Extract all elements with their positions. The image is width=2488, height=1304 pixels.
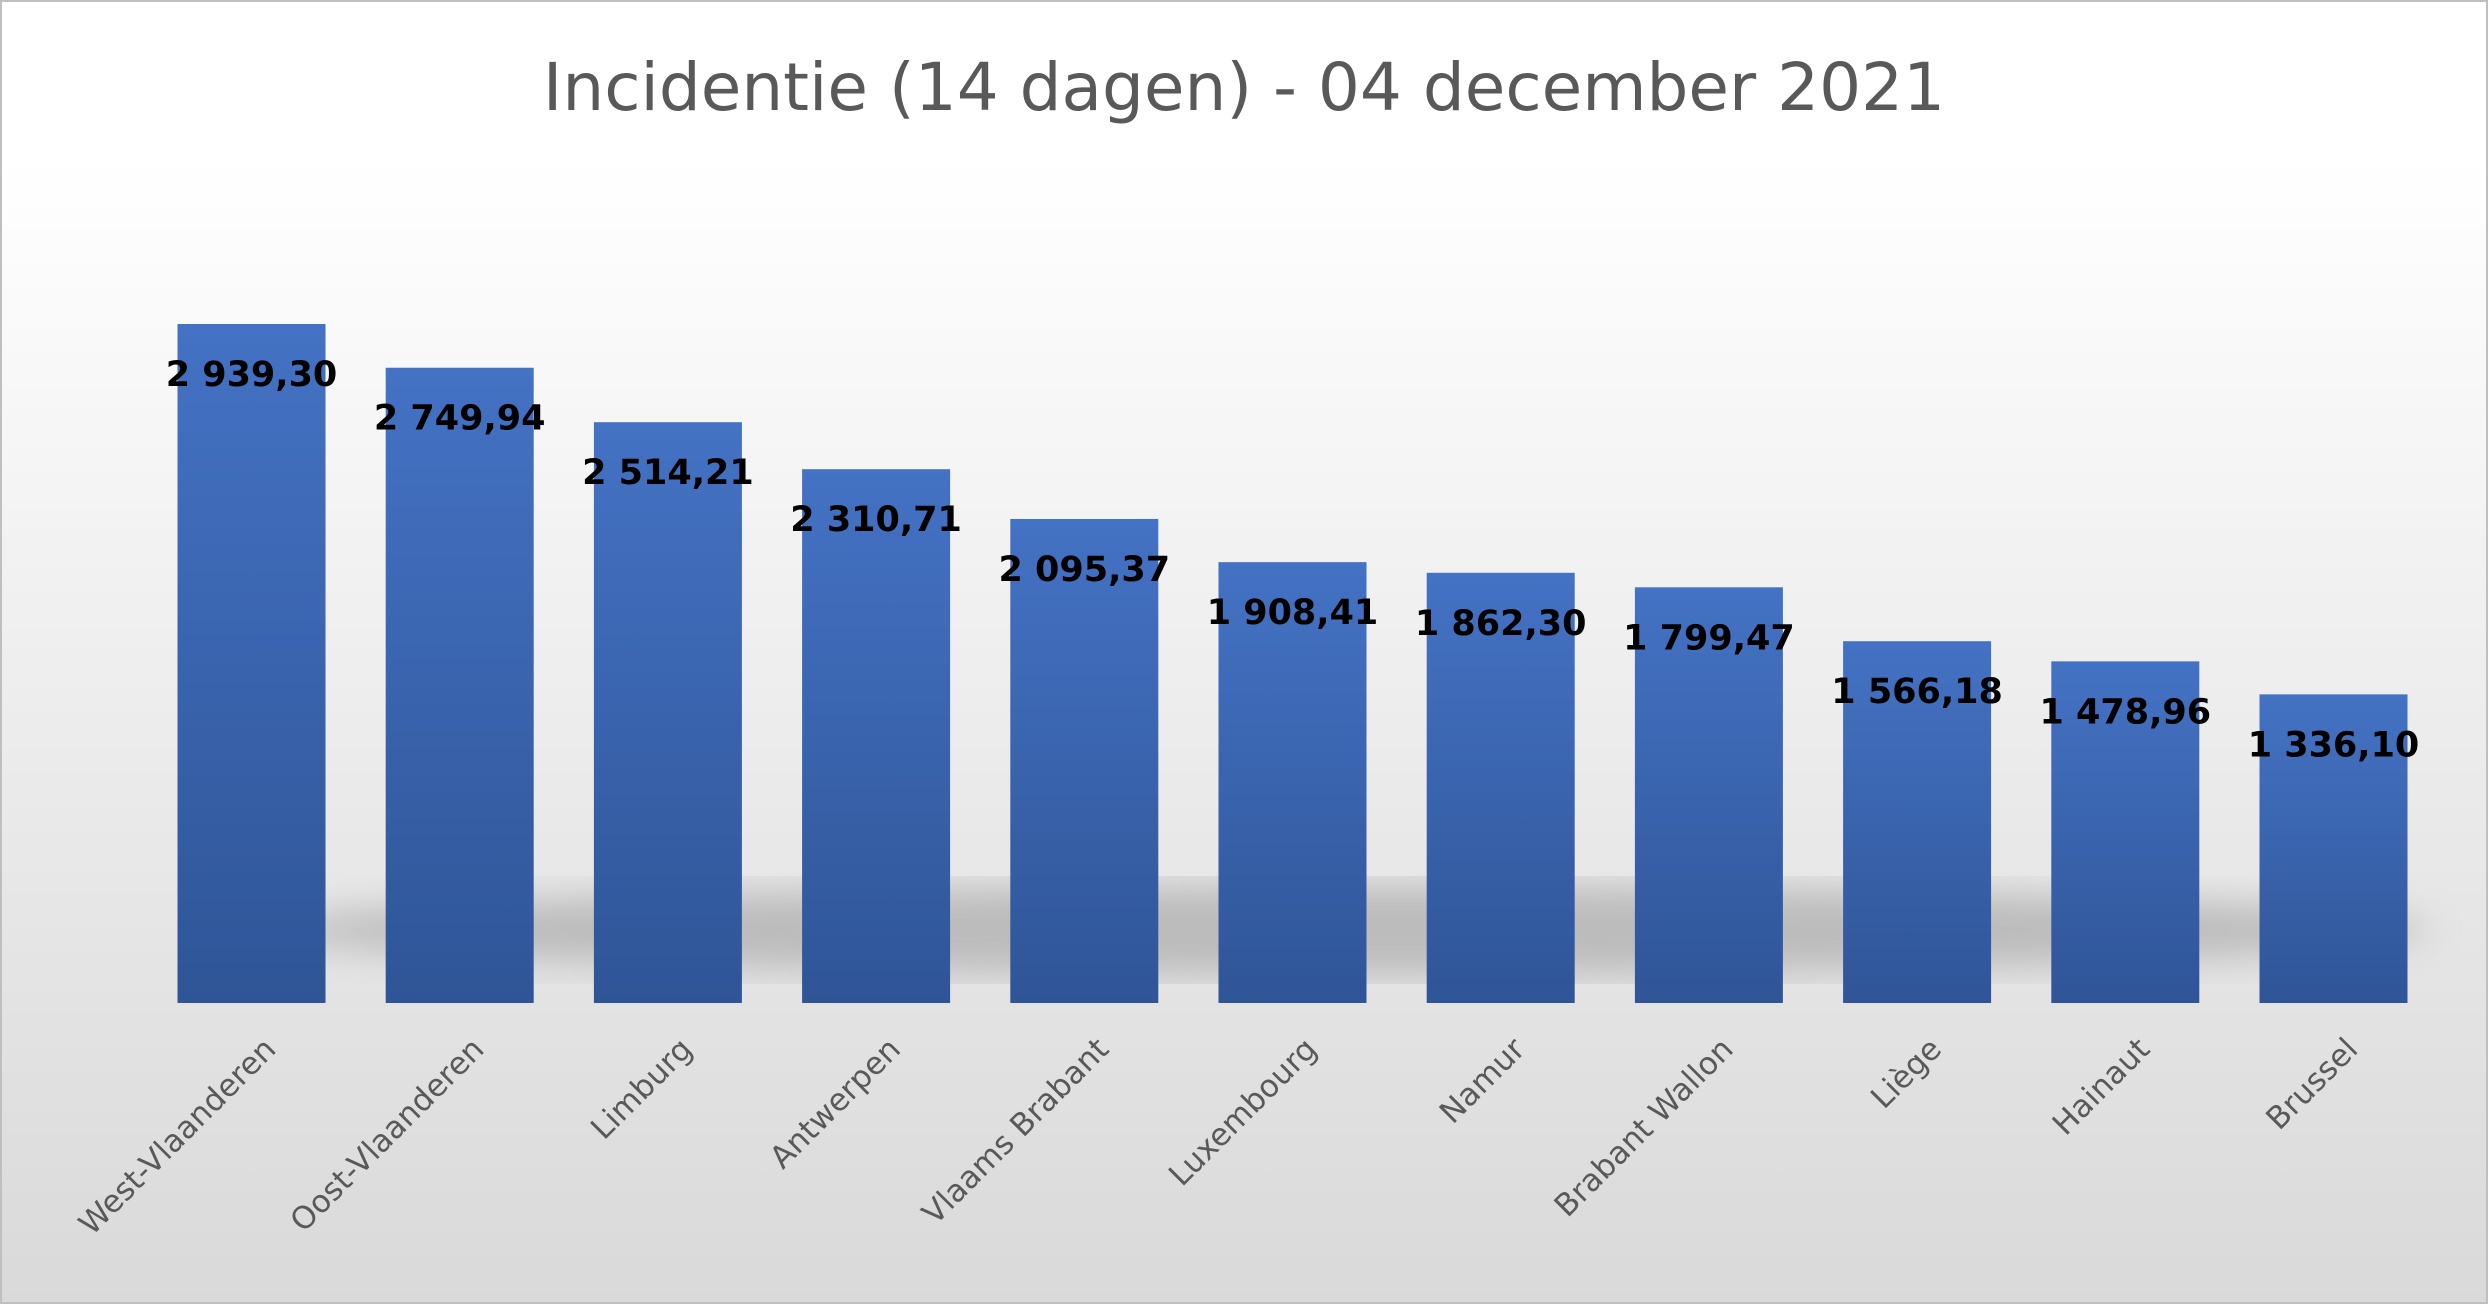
data-label: 1 799,47 [1623, 618, 1795, 658]
bar [1634, 587, 1783, 1003]
bar [2051, 661, 2200, 1003]
bar [593, 422, 742, 1003]
data-label: 2 310,71 [790, 500, 962, 540]
data-label: 1 336,10 [2248, 725, 2420, 765]
bar [1010, 518, 1159, 1003]
bar [177, 324, 326, 1003]
data-label: 1 566,18 [1831, 672, 2003, 712]
data-label: 1 908,41 [1207, 593, 1379, 633]
chart-title: Incidentie (14 dagen) - 04 december 2021 [543, 49, 1945, 126]
data-label: 2 095,37 [998, 550, 1170, 590]
bar [1843, 641, 1992, 1003]
data-label: 2 749,94 [374, 399, 546, 439]
data-label: 2 939,30 [166, 355, 338, 395]
bar [1218, 562, 1367, 1003]
bar [2259, 694, 2408, 1003]
bar [385, 367, 534, 1004]
data-label: 1 478,96 [2039, 692, 2211, 732]
data-label: 2 514,21 [582, 453, 754, 493]
bar [802, 469, 951, 1003]
data-label: 1 862,30 [1415, 604, 1587, 644]
bar [1426, 572, 1575, 1003]
